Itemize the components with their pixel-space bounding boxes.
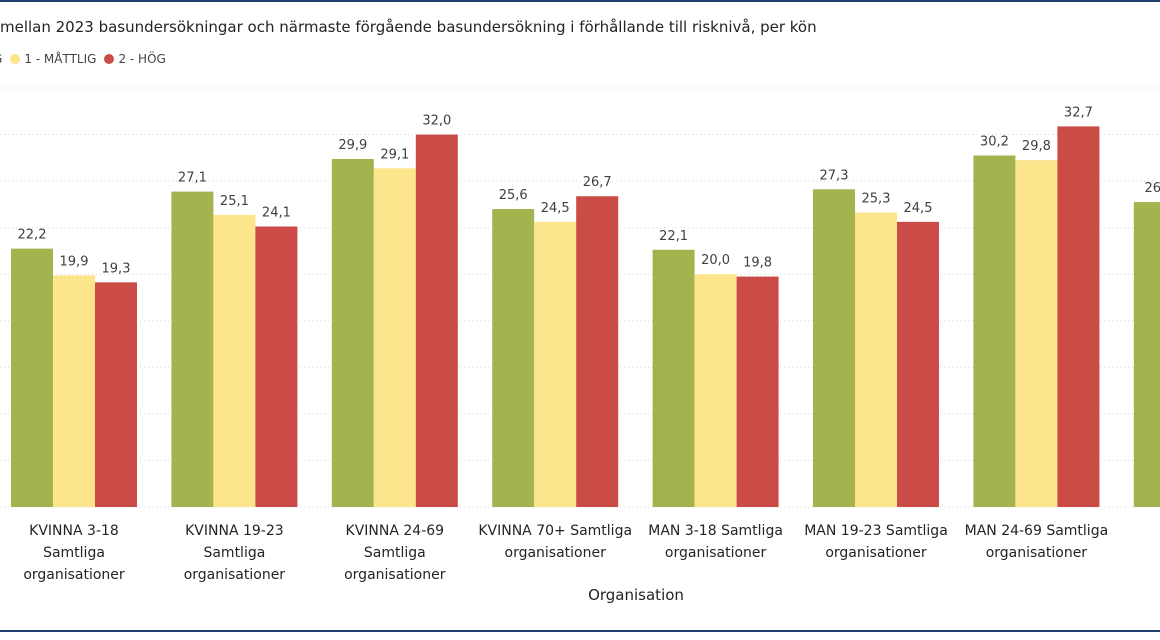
category-labels: KVINNA 3-18 Samtliga organisationer KVINNA … — [23, 523, 1109, 583]
data-label: 27,3 — [820, 168, 849, 183]
legend-dot-hog — [104, 54, 115, 64]
data-label: 32,7 — [1064, 105, 1093, 120]
category-label: MAN 19-23 Samtliga organisationer — [804, 523, 948, 561]
bars — [11, 126, 1160, 508]
category-label: KVINNA 3-18 Samtliga organisationer — [23, 523, 125, 583]
legend-item-hog[interactable]: 2 - HÖG — [104, 52, 166, 66]
category-label: KVINNA 24-69 Samtliga organisationer — [344, 523, 446, 583]
category-label: KVINNA 19-23 Samtliga organisationer — [184, 523, 286, 583]
bar[interactable] — [813, 189, 855, 507]
bar[interactable] — [652, 249, 695, 507]
data-label: 29,1 — [380, 147, 409, 162]
bar[interactable] — [1015, 160, 1058, 507]
data-label: 24,5 — [541, 201, 570, 216]
bar[interactable] — [694, 274, 737, 507]
data-label: 22,2 — [18, 228, 47, 243]
data-label: 25,3 — [862, 192, 891, 207]
bar[interactable] — [95, 282, 137, 507]
bar[interactable] — [213, 214, 256, 507]
data-label: 24,1 — [262, 206, 291, 221]
bar[interactable] — [1057, 126, 1100, 508]
data-label: 32,0 — [422, 114, 451, 129]
bar[interactable] — [53, 275, 95, 507]
category-label: MAN 24-69 Samtliga organisationer — [965, 523, 1109, 561]
data-label: 26, — [1144, 181, 1160, 196]
bar[interactable] — [973, 155, 1016, 507]
value-labels: 22,2 19,9 19,3 27,1 25,1 24,1 29,9 29,1 32,0 25,6… — [18, 105, 1160, 276]
data-label: 25,1 — [220, 194, 249, 209]
legend-label-hog: 2 - HÖG — [118, 52, 166, 66]
bar[interactable] — [897, 221, 939, 507]
legend-label-mattlig: 1 - MÅTTLIG — [24, 52, 97, 66]
x-axis-title: Organisation — [588, 586, 684, 604]
bar[interactable] — [11, 248, 53, 507]
bar[interactable] — [255, 226, 298, 507]
data-label: 26,7 — [583, 175, 612, 190]
bar[interactable] — [1133, 202, 1160, 508]
top-border — [0, 0, 1160, 2]
bar[interactable] — [331, 158, 374, 507]
data-label: 24,5 — [904, 201, 933, 216]
category-label: MAN 3-18 Samtliga organisationer — [648, 523, 783, 561]
bar[interactable] — [855, 212, 897, 507]
bar[interactable] — [576, 196, 619, 507]
data-label: 20,0 — [701, 253, 730, 268]
data-label: 19,3 — [102, 261, 131, 276]
chart-title: mellan 2023 basundersökningar och närmas… — [0, 18, 817, 36]
legend-item-mattlig[interactable]: 1 - MÅTTLIG — [10, 52, 96, 66]
data-label: 29,8 — [1022, 139, 1051, 154]
bar[interactable] — [534, 221, 577, 507]
legend: G 1 - MÅTTLIG 2 - HÖG — [0, 52, 174, 66]
data-label: 19,9 — [60, 254, 89, 269]
data-label: 27,1 — [178, 171, 207, 186]
data-label: 25,6 — [499, 188, 528, 203]
bar[interactable] — [415, 134, 458, 508]
bar[interactable] — [171, 191, 214, 507]
bar[interactable] — [373, 168, 416, 507]
data-label: 22,1 — [659, 229, 688, 244]
bar[interactable] — [736, 276, 779, 507]
data-label: 29,9 — [338, 138, 367, 153]
bottom-border — [0, 630, 1160, 632]
legend-label-g: G — [0, 52, 2, 66]
data-label: 19,8 — [743, 256, 772, 271]
legend-item-g[interactable]: G — [0, 52, 2, 66]
bar[interactable] — [492, 209, 535, 508]
category-label: KVINNA 70+ Samtliga organisationer — [478, 523, 632, 561]
data-label: 30,2 — [980, 135, 1009, 150]
legend-dot-mattlig — [10, 54, 21, 64]
